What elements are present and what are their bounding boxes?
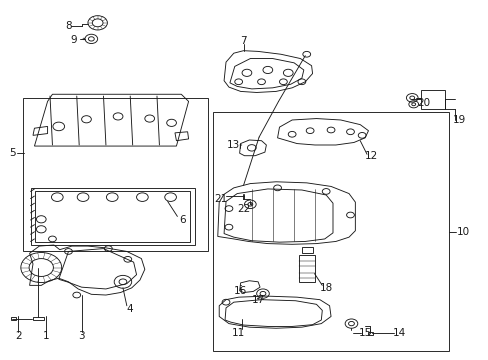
- Text: 8: 8: [65, 21, 72, 31]
- Text: 18: 18: [319, 283, 332, 293]
- Bar: [420, 90, 444, 109]
- Text: 3: 3: [78, 332, 85, 342]
- Text: 1: 1: [43, 332, 49, 342]
- Text: 19: 19: [452, 115, 465, 125]
- Text: 2: 2: [15, 332, 21, 342]
- Text: 20: 20: [416, 98, 429, 108]
- Text: 13: 13: [227, 140, 240, 150]
- Text: 9: 9: [70, 35, 77, 45]
- Bar: [35, 191, 190, 242]
- Bar: [212, 112, 448, 351]
- Bar: [23, 98, 207, 251]
- Bar: [33, 317, 43, 320]
- Text: 4: 4: [127, 304, 133, 314]
- Text: 6: 6: [179, 215, 185, 225]
- Bar: [298, 255, 314, 282]
- Text: 14: 14: [392, 328, 405, 338]
- Text: 21: 21: [214, 194, 227, 203]
- Text: 11: 11: [232, 328, 245, 338]
- Text: 10: 10: [456, 227, 469, 237]
- Text: 12: 12: [365, 151, 378, 161]
- Text: 7: 7: [240, 36, 246, 46]
- Text: 16: 16: [233, 287, 247, 296]
- Bar: [11, 317, 16, 320]
- Text: 22: 22: [236, 204, 250, 214]
- Text: 5: 5: [9, 148, 15, 158]
- Text: 17: 17: [251, 295, 264, 305]
- Text: 15: 15: [358, 328, 371, 338]
- Bar: [367, 332, 372, 336]
- Bar: [301, 247, 312, 253]
- Bar: [30, 188, 195, 245]
